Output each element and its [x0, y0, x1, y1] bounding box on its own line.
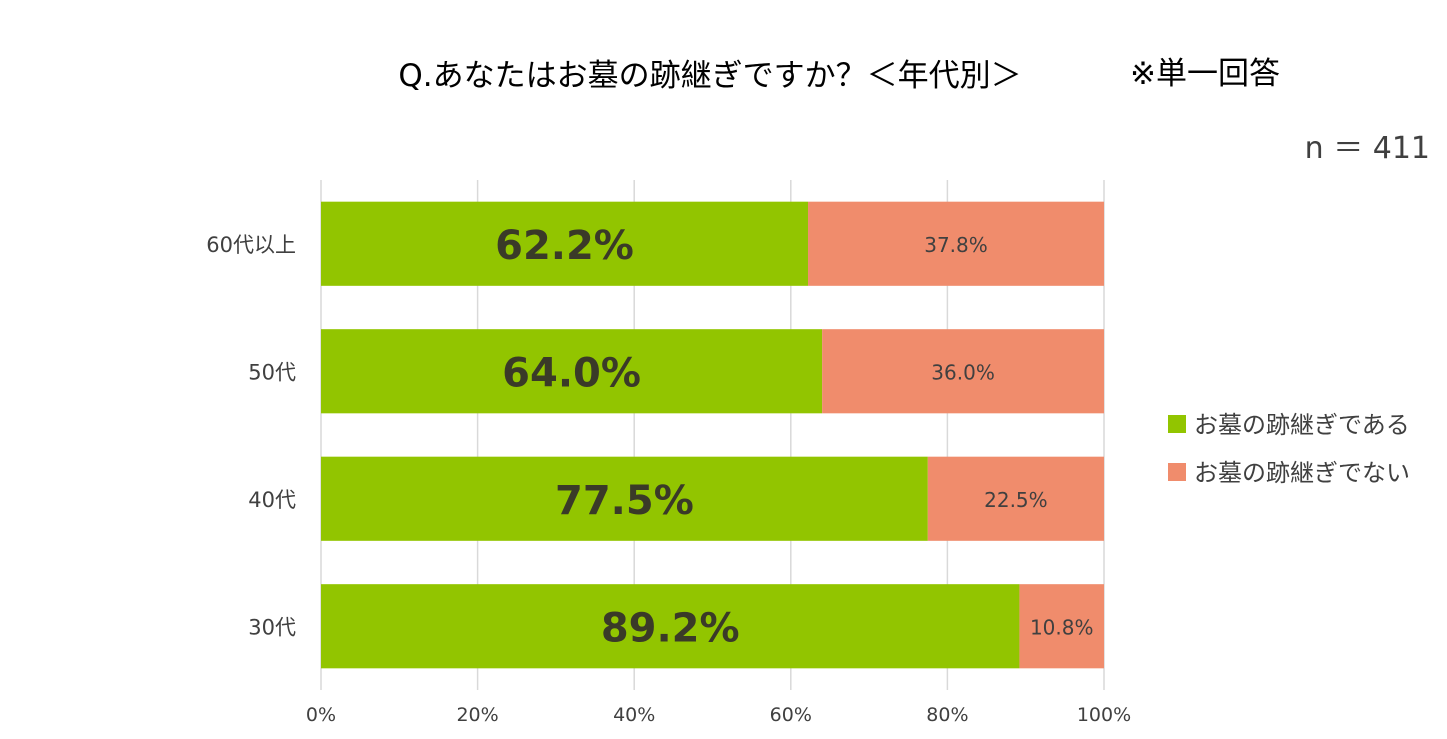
data-label: 36.0% — [931, 360, 995, 384]
sample-size: n ＝ 411 — [1305, 131, 1430, 166]
x-tick-label: 0% — [306, 704, 336, 726]
legend-swatch — [1168, 415, 1186, 433]
bars — [321, 201, 1104, 669]
bar-segment — [321, 201, 809, 286]
x-tick-label: 20% — [456, 704, 498, 726]
data-label: 64.0% — [502, 350, 641, 396]
category-label: 60代以上 — [206, 233, 296, 257]
data-label: 22.5% — [984, 488, 1048, 512]
bar-segment — [321, 456, 928, 541]
bar-segment — [1019, 584, 1104, 669]
x-tick-label: 100% — [1077, 704, 1131, 726]
bar-segment — [321, 584, 1020, 669]
x-tick-label: 80% — [926, 704, 968, 726]
labels: 0% 20% 40% 60% 80% 100% 60代以上 62.2% 37.8% 50代 64.0… — [206, 223, 1131, 726]
bar-segment — [808, 201, 1104, 286]
x-tick-label: 60% — [770, 704, 812, 726]
data-label: 37.8% — [924, 233, 988, 257]
data-label: 77.5% — [555, 478, 694, 524]
data-label: 10.8% — [1030, 615, 1094, 639]
chart-title: Q.あなたはお墓の跡継ぎですか？＜年代別＞ — [398, 58, 1021, 94]
legend-label: お墓の跡継ぎでない — [1194, 459, 1410, 487]
data-label: 89.2% — [601, 605, 740, 651]
bar-segment — [927, 456, 1104, 541]
legend-label: お墓の跡継ぎである — [1194, 411, 1410, 439]
legend-swatch — [1168, 463, 1186, 481]
category-label: 50代 — [248, 360, 296, 384]
bar-segment — [321, 329, 823, 414]
x-tick-label: 40% — [613, 704, 655, 726]
category-label: 40代 — [248, 488, 296, 512]
data-label: 62.2% — [495, 223, 634, 269]
answer-type-note: ※単一回答 — [1130, 56, 1280, 92]
bar-segment — [822, 329, 1104, 414]
category-label: 30代 — [248, 615, 296, 639]
